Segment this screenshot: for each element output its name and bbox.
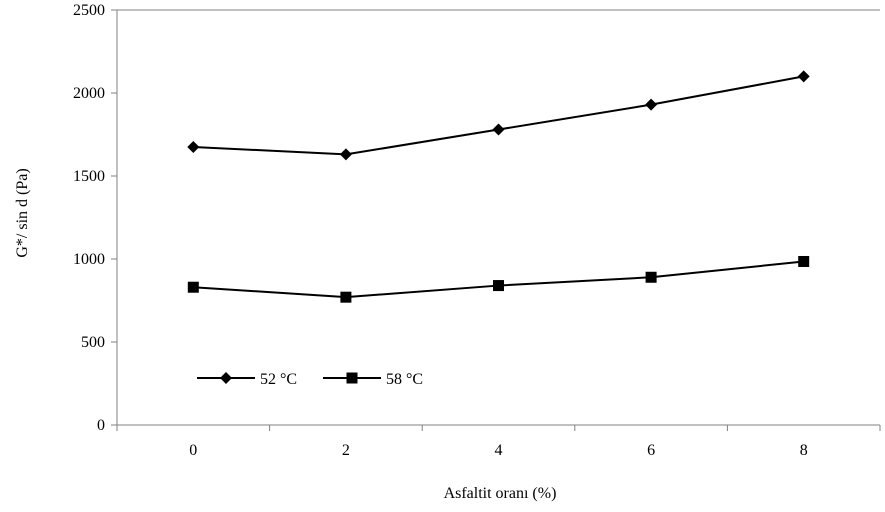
y-tick-label: 2000 bbox=[73, 85, 105, 102]
legend-label: 58 °C bbox=[386, 371, 423, 388]
legend-marker bbox=[346, 372, 358, 384]
data-point bbox=[492, 123, 505, 136]
legend-item: 58 °C bbox=[323, 371, 423, 388]
series-layer bbox=[187, 70, 810, 303]
y-tick-label: 0 bbox=[97, 417, 105, 434]
data-point bbox=[645, 98, 658, 111]
data-point bbox=[187, 140, 200, 153]
data-point bbox=[493, 280, 504, 292]
y-axis: 0 500 1000 1500 2000 2500 bbox=[73, 2, 117, 434]
y-tick-label: 1000 bbox=[73, 251, 105, 268]
data-point bbox=[798, 255, 810, 267]
x-axis: 0 2 4 6 8 bbox=[116, 425, 881, 459]
series-1 bbox=[187, 70, 810, 161]
data-point bbox=[797, 70, 810, 83]
legend-marker bbox=[220, 372, 232, 384]
y-axis-title: G*/ sin d (Pa) bbox=[14, 168, 31, 257]
data-point bbox=[187, 281, 199, 293]
legend-label: 52 °C bbox=[260, 371, 297, 388]
y-tick-label: 2500 bbox=[73, 2, 105, 19]
series-line bbox=[193, 260, 804, 299]
data-point bbox=[340, 291, 352, 303]
y-tick-label: 1500 bbox=[73, 168, 105, 185]
legend-item: 52 °C bbox=[197, 371, 297, 388]
legend: 52 °C 58 °C bbox=[197, 371, 423, 388]
data-point bbox=[339, 148, 352, 161]
series-2 bbox=[187, 255, 810, 303]
data-point bbox=[645, 271, 657, 283]
x-tick-label: 8 bbox=[800, 442, 808, 459]
x-tick-label: 4 bbox=[495, 442, 503, 459]
y-tick-label: 500 bbox=[81, 334, 105, 351]
series-line bbox=[193, 75, 804, 156]
x-tick-label: 6 bbox=[647, 442, 655, 459]
x-axis-title: Asfaltit oranı (%) bbox=[444, 485, 557, 502]
x-tick-label: 0 bbox=[189, 442, 197, 459]
plot-area bbox=[116, 9, 880, 426]
x-tick-label: 2 bbox=[342, 442, 350, 459]
